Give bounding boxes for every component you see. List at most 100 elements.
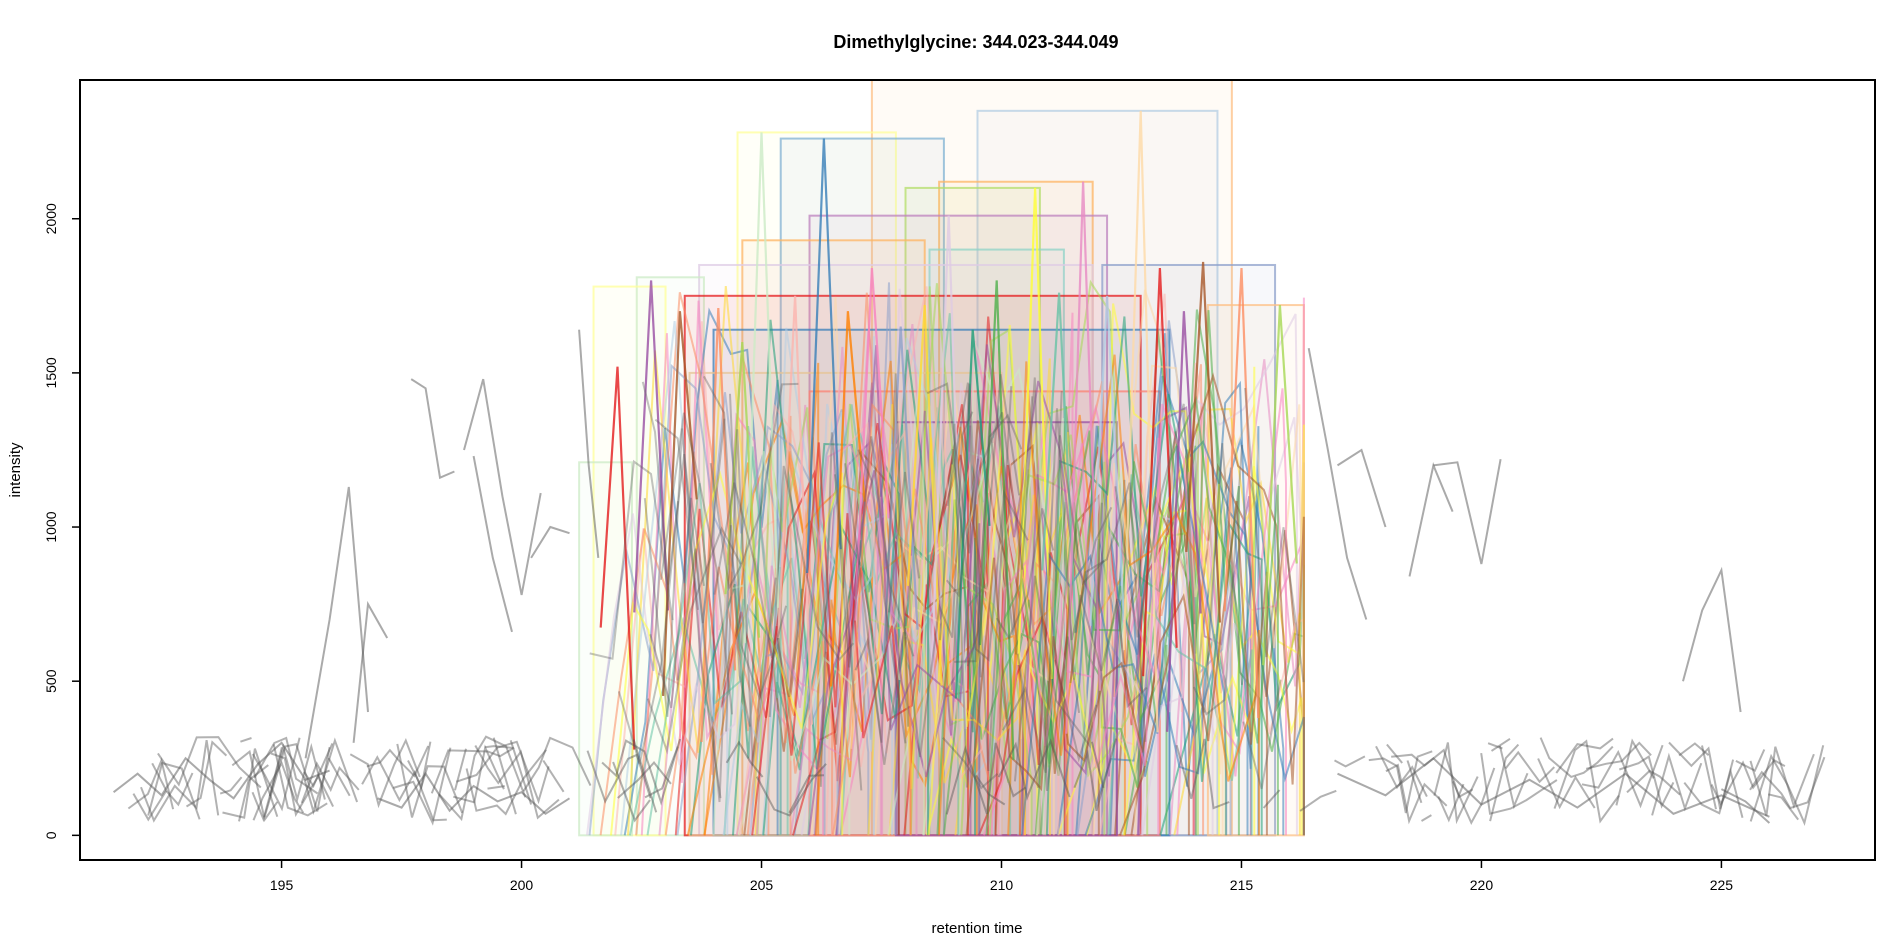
noise-trace: [1262, 789, 1281, 809]
peak-trace: [1045, 316, 1263, 836]
background-trace: [377, 771, 571, 816]
noise-trace: [644, 746, 679, 799]
peak-trace: [965, 500, 1268, 836]
peak-apex: [1166, 311, 1202, 732]
peak-trace: [825, 421, 1000, 836]
x-tick-label: 215: [1230, 877, 1254, 893]
overlay-trace: [938, 448, 1029, 662]
peak-trace: [743, 420, 1024, 836]
noise-trace: [945, 742, 1027, 815]
noise-trace: [1420, 814, 1432, 822]
overlay-trace: [709, 382, 799, 592]
overlay-trace: [887, 471, 920, 613]
noise-trace: [252, 760, 305, 821]
overlay-trace: [942, 737, 999, 790]
x-axis: 195 200 205 210 215 220 225: [270, 859, 1733, 893]
noise-trace: [238, 764, 269, 822]
noise-trace: [1585, 741, 1652, 770]
noise-trace: [263, 743, 331, 818]
overlay-trace: [646, 526, 742, 755]
noise-trace: [617, 761, 672, 799]
noise-trace: [465, 749, 547, 816]
background-trace: [410, 378, 455, 480]
overlay-trace: [676, 525, 732, 803]
noise-trace: [140, 739, 220, 823]
overlay-trace: [1013, 502, 1103, 782]
peak-apex: [724, 342, 761, 638]
overlay-trace: [1016, 408, 1113, 788]
noise-trace: [396, 743, 464, 818]
noise-trace: [1090, 741, 1105, 789]
noise-trace: [366, 745, 430, 778]
noise-trace: [1537, 758, 1596, 810]
noise-trace: [438, 735, 527, 822]
background-trace: [112, 741, 330, 800]
peak-apex: [633, 280, 669, 613]
noise-trace: [474, 745, 560, 820]
overlay-trace: [904, 411, 974, 758]
peak-apex: [830, 311, 866, 687]
background-trace: [1336, 448, 1387, 528]
noise-trace: [1749, 745, 1825, 826]
peak-apex: [1122, 110, 1159, 733]
noise-trace: [151, 762, 194, 807]
peak-apex: [978, 280, 1015, 760]
overlay-trace: [1002, 390, 1063, 774]
noise-trace: [1451, 767, 1496, 825]
overlay-trace: [946, 458, 979, 598]
noise-trace: [612, 761, 651, 823]
noise-trace: [219, 776, 243, 795]
noise-trace: [1385, 763, 1448, 825]
peak-trace: [808, 403, 894, 836]
noise-trace: [185, 740, 228, 808]
overlay-trace: [1054, 659, 1098, 763]
noise-trace: [1710, 759, 1786, 806]
noise-trace: [361, 755, 447, 822]
overlay-trace: [725, 429, 777, 766]
overlay-trace: [954, 413, 1023, 663]
peak-trace: [867, 404, 1026, 836]
noise-trace: [453, 744, 505, 804]
peak-trace: [1084, 380, 1249, 836]
noise-trace: [1368, 750, 1433, 814]
noise-trace: [268, 747, 283, 797]
noise-trace: [1175, 738, 1230, 810]
noise-trace: [1490, 737, 1511, 752]
noise-trace: [1768, 793, 1799, 821]
noise-trace: [542, 759, 565, 793]
peak-trace: [985, 395, 1279, 836]
x-tick-label: 205: [750, 877, 774, 893]
noise-trace: [1334, 755, 1366, 768]
overlay-trace: [953, 374, 1021, 788]
background-trace: [472, 455, 513, 633]
overlay-trace: [1244, 387, 1305, 683]
plot-area: [112, 80, 1826, 837]
overlay-trace: [654, 418, 699, 611]
noise-trace: [484, 745, 513, 749]
noise-trace: [1498, 745, 1529, 810]
noise-trace: [1581, 744, 1664, 809]
overlay-trace: [926, 382, 1024, 570]
noise-trace: [1433, 742, 1479, 825]
peak-trace: [831, 351, 1060, 836]
background-trace: [1682, 566, 1742, 713]
noise-trace: [975, 774, 1006, 806]
noise-trace: [1437, 783, 1465, 823]
y-axis: 0 500 1000 1500 2000: [43, 203, 80, 839]
background-trace: [463, 378, 542, 596]
x-axis-label: retention time: [932, 920, 1023, 937]
y-tick-label: 1000: [43, 511, 59, 542]
noise-trace: [1615, 738, 1655, 806]
peak-apex: [1223, 268, 1260, 719]
noise-trace: [272, 744, 328, 817]
peak-apex: [662, 311, 698, 696]
noise-trace: [407, 741, 432, 790]
noise-trace: [1626, 769, 1681, 796]
y-tick-label: 500: [43, 669, 59, 693]
noise-trace: [1406, 760, 1423, 804]
noise-trace: [1651, 752, 1703, 816]
noise-trace: [725, 740, 764, 778]
peak-trace: [831, 402, 912, 836]
noise-trace: [456, 740, 550, 805]
peak-apex: [1041, 292, 1077, 633]
